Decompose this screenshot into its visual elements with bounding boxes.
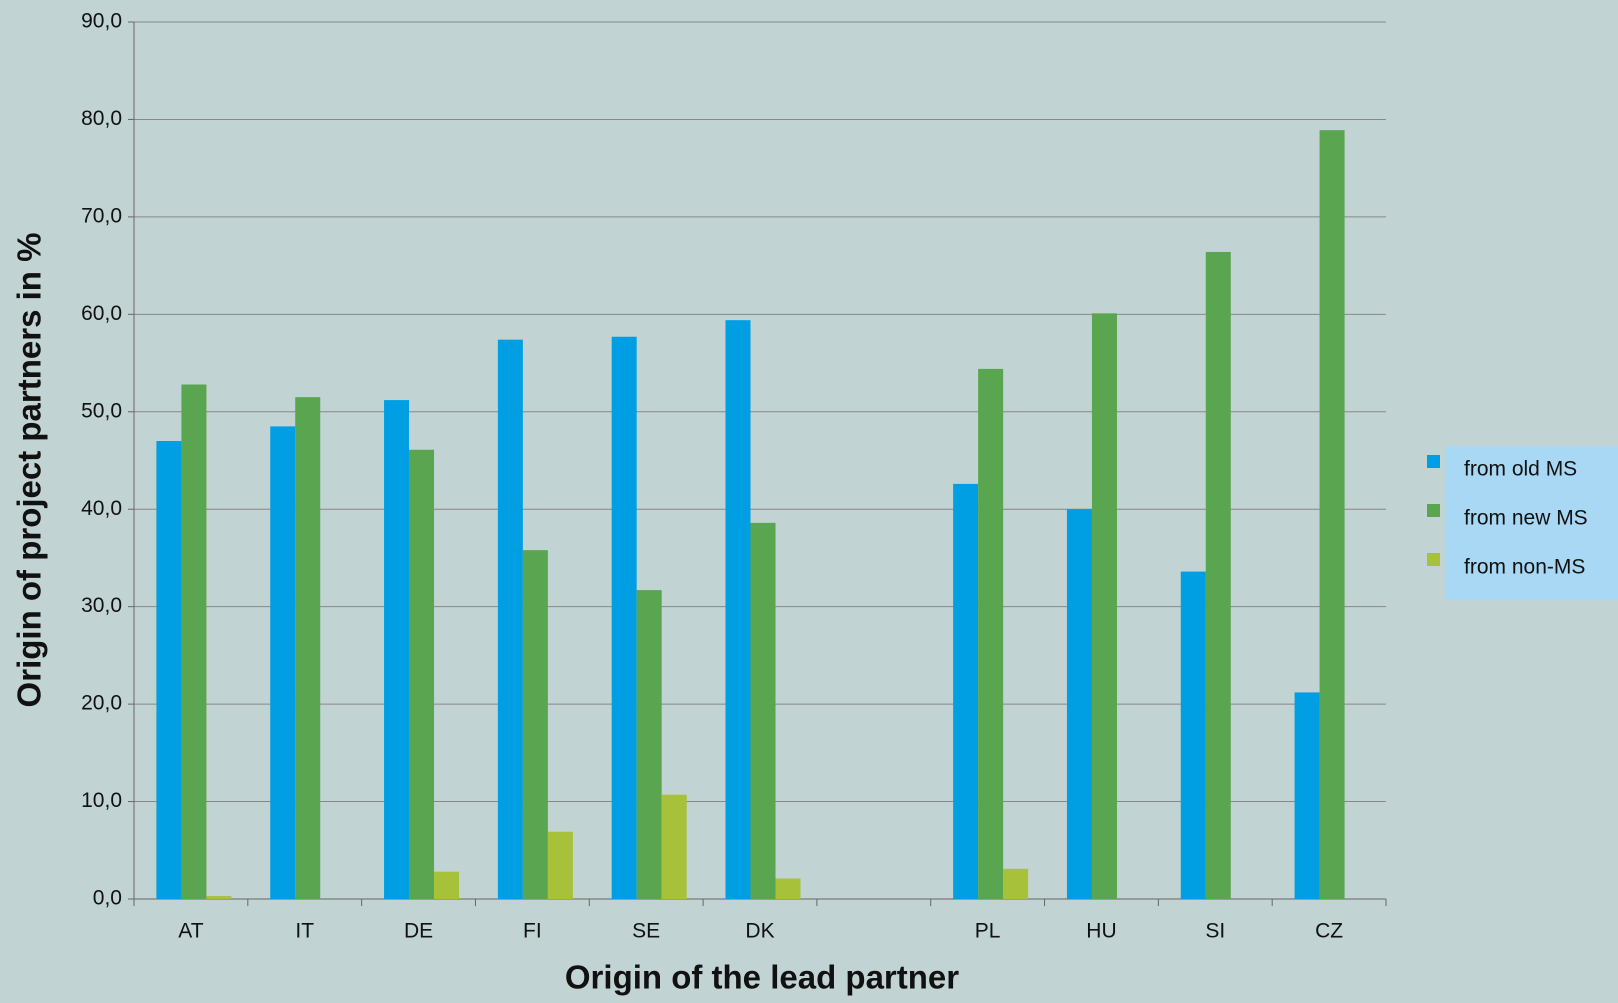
bar — [409, 449, 435, 899]
bar — [1180, 571, 1206, 899]
x-tick-label: PL — [975, 920, 1001, 943]
x-tick-label: SE — [632, 920, 660, 943]
bar — [522, 550, 548, 899]
bar — [384, 400, 410, 899]
y-tick-label: 60,0 — [81, 302, 122, 325]
bar — [434, 871, 460, 899]
x-tick-label: SI — [1205, 920, 1225, 943]
bar — [953, 483, 979, 899]
y-tick-label: 50,0 — [81, 399, 122, 422]
bar — [156, 441, 182, 899]
x-tick-label: DK — [745, 920, 774, 943]
x-tick-label: DE — [404, 920, 433, 943]
bar — [725, 320, 751, 899]
y-tick-label: 70,0 — [81, 204, 122, 227]
y-axis-title: Origin of project partners in % — [11, 233, 48, 708]
x-tick-label: FI — [523, 920, 542, 943]
y-tick-label: 0,0 — [93, 887, 122, 910]
legend-swatch — [1427, 553, 1440, 566]
bar — [270, 426, 296, 899]
bar — [1066, 509, 1092, 899]
legend-label: from non-MS — [1464, 556, 1585, 579]
legend-swatch — [1427, 504, 1440, 517]
bar — [636, 590, 662, 899]
bar — [661, 794, 687, 899]
y-tick-label: 20,0 — [81, 692, 122, 715]
x-tick-label: AT — [178, 920, 203, 943]
bar — [1003, 868, 1029, 899]
legend-label: from old MS — [1464, 458, 1577, 481]
bar — [750, 522, 776, 899]
bar — [206, 896, 232, 899]
bar — [1205, 251, 1231, 900]
bar — [611, 336, 637, 899]
bar — [978, 368, 1004, 899]
bar — [775, 878, 801, 899]
y-tick-label: 40,0 — [81, 497, 122, 520]
bar — [1319, 130, 1345, 899]
bar — [547, 831, 573, 899]
y-tick-label: 10,0 — [81, 789, 122, 812]
bar — [497, 339, 523, 899]
bar — [1294, 692, 1320, 899]
x-axis-title: Origin of the lead partner — [565, 959, 959, 996]
x-tick-label: CZ — [1315, 920, 1343, 943]
y-tick-label: 90,0 — [81, 10, 122, 33]
bar — [181, 384, 207, 899]
x-tick-label: IT — [295, 920, 314, 943]
bar — [295, 397, 321, 899]
y-tick-label: 30,0 — [81, 594, 122, 617]
legend-box — [1445, 446, 1618, 600]
legend-swatch — [1427, 455, 1440, 468]
legend-label: from new MS — [1464, 507, 1588, 530]
x-tick-label: HU — [1086, 920, 1116, 943]
bar — [1091, 313, 1117, 899]
y-tick-label: 80,0 — [81, 107, 122, 130]
